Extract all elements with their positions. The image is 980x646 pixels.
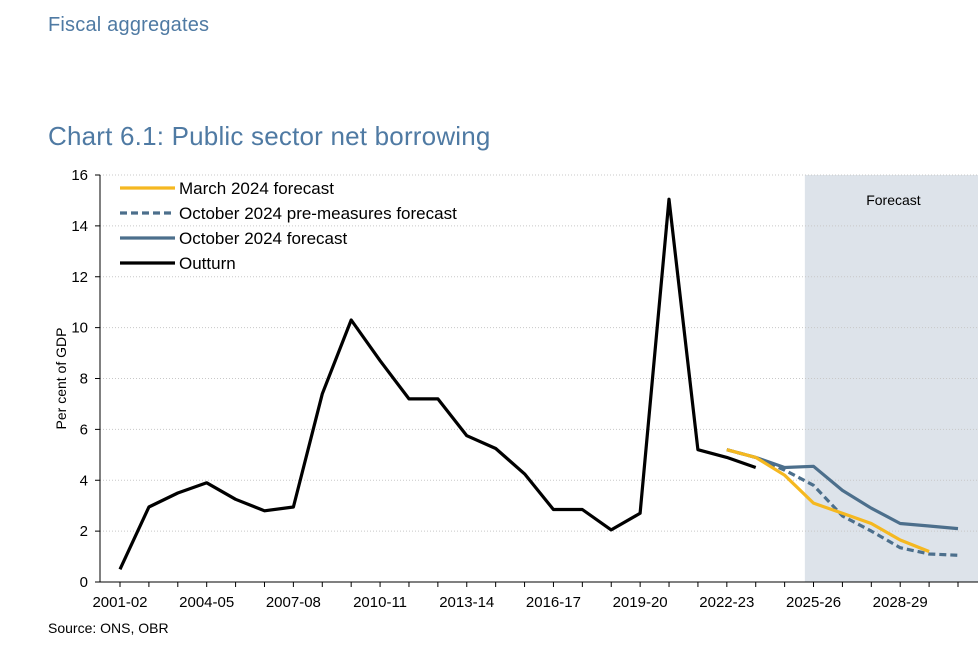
source-note: Source: ONS, OBR [48, 620, 169, 636]
y-tick-label: 2 [80, 523, 88, 540]
x-tick-label: 2010-11 [353, 594, 407, 611]
series-line-october-2024-pre-measures-forecast [726, 448, 959, 557]
x-tick-label: 2022-23 [699, 594, 754, 611]
x-tick-label: 2028-29 [873, 594, 928, 611]
y-tick-label: 6 [80, 421, 88, 438]
y-tick-label: 0 [80, 574, 88, 591]
legend-label-october-2024-forecast: October 2024 forecast [179, 229, 347, 248]
y-tick-label: 4 [80, 472, 88, 489]
series-line-outturn [118, 197, 757, 570]
y-tick-label: 10 [71, 320, 88, 337]
x-tick-label: 2004-05 [179, 594, 234, 611]
legend-label-october-2024-pre-measures-forecast: October 2024 pre-measures forecast [179, 204, 457, 223]
y-axis-label: Per cent of GDP [53, 328, 69, 430]
x-tick-label: 2016-17 [526, 594, 581, 611]
y-tick-label: 14 [71, 218, 88, 235]
legend-label-march-2024-forecast: March 2024 forecast [179, 179, 334, 198]
x-tick-label: 2025-26 [786, 594, 841, 611]
y-tick-label: 12 [71, 269, 88, 286]
x-tick-label: 2019-20 [613, 594, 668, 611]
y-tick-label: 8 [80, 371, 88, 388]
chart-title: Chart 6.1: Public sector net borrowing [48, 121, 491, 151]
legend-label-outturn: Outturn [179, 254, 236, 273]
x-tick-label: 2001-02 [92, 594, 147, 611]
forecast-label: Forecast [866, 192, 921, 208]
x-tick-label: 2013-14 [439, 594, 494, 611]
section-title: Fiscal aggregates [48, 14, 210, 36]
x-tick-label: 2007-08 [266, 594, 321, 611]
series-line-october-2024-forecast [726, 448, 959, 531]
y-tick-label: 16 [71, 167, 88, 184]
series-line-march-2024-forecast [726, 448, 930, 553]
